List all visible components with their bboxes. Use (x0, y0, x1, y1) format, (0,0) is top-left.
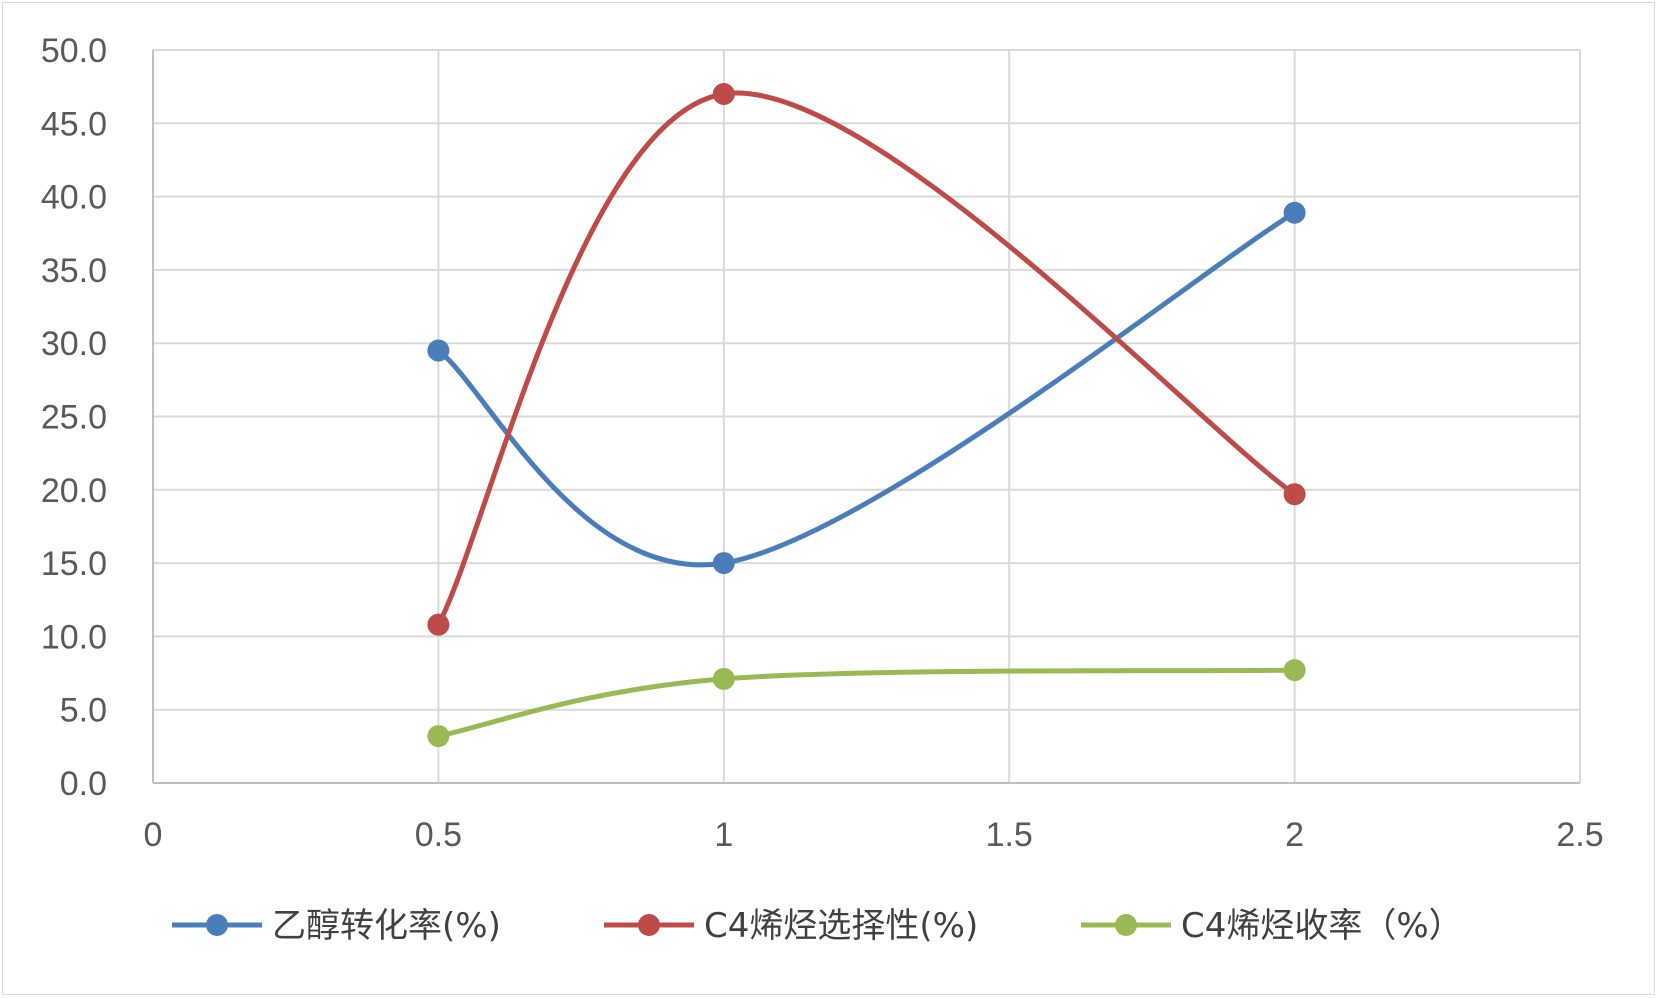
series-lines (435, 90, 1298, 739)
x-tick-label: 2.5 (1556, 816, 1603, 854)
legend-swatch-marker (1115, 914, 1137, 936)
axes (152, 50, 1580, 784)
x-tick-label: 0.5 (415, 816, 462, 854)
data-point (712, 82, 735, 105)
data-point (712, 552, 735, 575)
gridlines (153, 49, 1581, 783)
data-point (712, 667, 735, 690)
x-tick-label: 2 (1285, 816, 1304, 854)
series-line-1 (435, 210, 1298, 568)
y-tick-labels: 0.0 5.0 10.0 15.0 20.0 25.0 30.0 35.0 40.0 45.0 50… (41, 32, 107, 803)
y-tick-label: 35.0 (41, 252, 107, 290)
y-tick-label: 20.0 (41, 472, 107, 510)
legend-swatch-marker (206, 914, 228, 936)
data-point (427, 339, 450, 362)
series-line-3 (435, 667, 1298, 739)
x-tick-label: 1 (714, 816, 733, 854)
data-point (1283, 201, 1306, 224)
x-tick-label: 1.5 (986, 816, 1033, 854)
legend-label: 乙醇转化率(%) (272, 906, 501, 946)
data-point (1283, 483, 1306, 506)
legend: 乙醇转化率(%) C4烯烃选择性(%) C4烯烃收率（%） (172, 906, 1463, 946)
x-tick-label: 0 (144, 816, 163, 854)
y-tick-label: 25.0 (41, 399, 107, 437)
legend-label: C4烯烃选择性(%) (704, 906, 978, 946)
legend-swatch-marker (638, 914, 660, 936)
y-tick-label: 50.0 (41, 32, 107, 70)
series-line-2 (435, 90, 1298, 628)
data-point (427, 725, 450, 748)
y-tick-label: 30.0 (41, 325, 107, 363)
y-tick-label: 45.0 (41, 105, 107, 143)
data-point (1283, 659, 1306, 682)
y-tick-label: 15.0 (41, 545, 107, 583)
y-tick-label: 5.0 (60, 692, 107, 730)
legend-label: C4烯烃收率（%） (1181, 906, 1463, 946)
data-point (427, 613, 450, 636)
y-tick-label: 40.0 (41, 179, 107, 217)
x-tick-labels: 0 0.5 1 1.5 2 2.5 (144, 816, 1604, 854)
y-tick-label: 10.0 (41, 618, 107, 656)
series-points (427, 82, 1306, 748)
y-tick-label: 0.0 (60, 765, 107, 803)
